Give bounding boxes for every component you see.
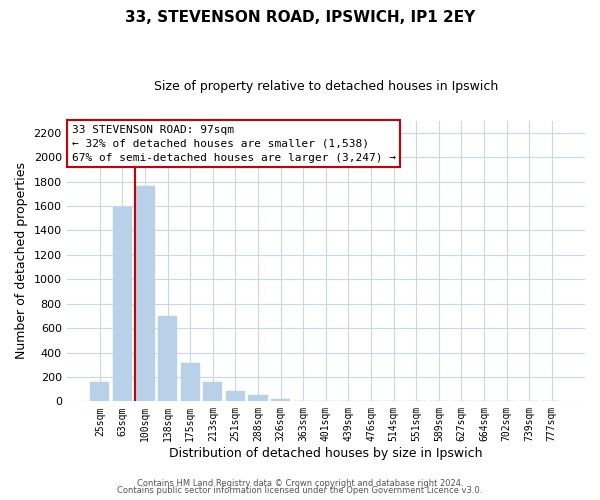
Bar (203, 382, 223, 402)
Bar (113, 207, 132, 402)
X-axis label: Distribution of detached houses by size in Ipswich: Distribution of detached houses by size … (169, 447, 482, 460)
Bar (90, 382, 109, 402)
Text: Contains HM Land Registry data © Crown copyright and database right 2024.: Contains HM Land Registry data © Crown c… (137, 478, 463, 488)
Bar (271, 399, 290, 402)
Text: Contains public sector information licensed under the Open Government Licence v3: Contains public sector information licen… (118, 486, 482, 495)
Bar (181, 363, 200, 402)
Text: 33 STEVENSON ROAD: 97sqm
← 32% of detached houses are smaller (1,538)
67% of sem: 33 STEVENSON ROAD: 97sqm ← 32% of detach… (72, 125, 396, 163)
Bar (226, 391, 245, 402)
Title: Size of property relative to detached houses in Ipswich: Size of property relative to detached ho… (154, 80, 498, 93)
Bar (248, 395, 268, 402)
Text: 33, STEVENSON ROAD, IPSWICH, IP1 2EY: 33, STEVENSON ROAD, IPSWICH, IP1 2EY (125, 10, 475, 25)
Bar (136, 186, 155, 402)
Bar (158, 316, 177, 402)
Y-axis label: Number of detached properties: Number of detached properties (15, 162, 28, 360)
